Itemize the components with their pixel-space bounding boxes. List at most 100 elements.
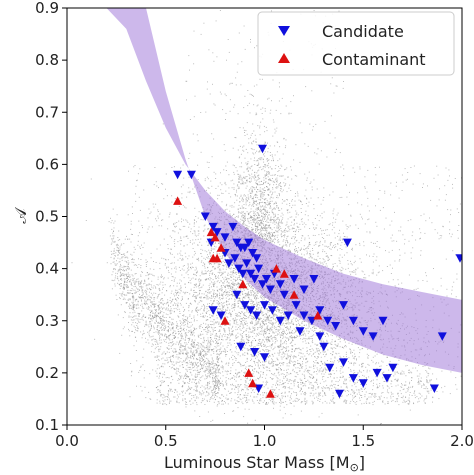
background-point [121, 283, 122, 285]
background-point [253, 330, 255, 332]
background-point [270, 328, 272, 330]
background-point [298, 322, 300, 324]
background-point [160, 321, 161, 323]
background-point [219, 309, 221, 311]
background-point [212, 293, 214, 295]
background-point [186, 390, 188, 392]
background-point [266, 367, 268, 368]
background-point [182, 204, 184, 206]
background-point [188, 310, 190, 312]
background-point [172, 344, 174, 346]
background-point [230, 315, 232, 317]
background-point [219, 268, 221, 270]
background-point [272, 378, 274, 380]
background-point [204, 279, 206, 281]
background-point [187, 269, 189, 271]
background-point [192, 239, 194, 241]
background-point [274, 338, 276, 340]
background-point [174, 198, 176, 200]
background-point [300, 247, 302, 249]
background-point [286, 322, 288, 324]
background-point [265, 337, 267, 339]
background-point [300, 402, 302, 404]
background-point [278, 229, 280, 231]
background-point [281, 324, 283, 326]
background-point [254, 194, 256, 196]
background-point [235, 313, 237, 314]
background-point [259, 326, 261, 328]
background-point [248, 328, 250, 329]
background-point [168, 272, 170, 273]
background-point [158, 304, 160, 306]
background-point [309, 349, 311, 351]
background-point [196, 362, 198, 364]
background-point [271, 238, 272, 240]
background-point [260, 295, 262, 297]
background-point [232, 278, 234, 280]
background-point [257, 309, 259, 311]
background-point [246, 398, 248, 400]
background-point [376, 274, 378, 276]
background-point [282, 309, 284, 311]
background-point [210, 354, 212, 356]
background-point [210, 326, 212, 328]
background-point [180, 304, 182, 306]
background-point [212, 331, 214, 333]
background-point [254, 324, 255, 326]
background-point [283, 382, 285, 384]
background-point [345, 246, 347, 248]
background-point [281, 334, 283, 336]
background-point [269, 241, 271, 243]
background-point [236, 315, 238, 317]
background-point [214, 293, 216, 295]
background-point [251, 287, 253, 289]
background-point [195, 298, 197, 300]
background-point [169, 252, 171, 254]
background-point [274, 314, 276, 316]
background-point [301, 367, 303, 369]
background-point [324, 265, 326, 267]
background-point [354, 396, 355, 398]
background-point [177, 232, 179, 234]
background-point [192, 243, 193, 245]
background-point [214, 267, 216, 269]
background-point [203, 304, 204, 305]
background-point [341, 365, 343, 367]
background-point [196, 271, 198, 273]
background-point [238, 285, 240, 287]
background-point [204, 224, 206, 226]
background-point [327, 259, 329, 261]
background-point [313, 361, 314, 363]
background-point [245, 329, 247, 331]
background-point [293, 220, 295, 222]
background-point [265, 308, 267, 310]
background-point [282, 373, 284, 375]
background-point [121, 334, 123, 336]
background-point [252, 326, 254, 328]
background-point [337, 338, 339, 340]
background-point [263, 346, 265, 347]
background-point [260, 342, 262, 344]
background-point [343, 236, 345, 237]
background-point [286, 323, 288, 325]
background-point [345, 378, 347, 380]
background-point [180, 286, 182, 288]
background-point [231, 264, 233, 266]
background-point [303, 222, 305, 224]
background-point [224, 291, 226, 293]
background-point [247, 296, 249, 298]
background-point [118, 230, 120, 232]
background-point [348, 376, 350, 378]
background-point [275, 309, 277, 311]
background-point [239, 207, 241, 209]
background-point [197, 238, 199, 240]
background-point [216, 281, 218, 283]
background-point [302, 223, 304, 225]
background-point [257, 334, 259, 336]
background-point [177, 297, 179, 298]
background-point [71, 262, 73, 264]
background-point [316, 224, 318, 226]
background-point [148, 391, 150, 393]
background-point [207, 270, 209, 272]
background-point [180, 280, 182, 282]
